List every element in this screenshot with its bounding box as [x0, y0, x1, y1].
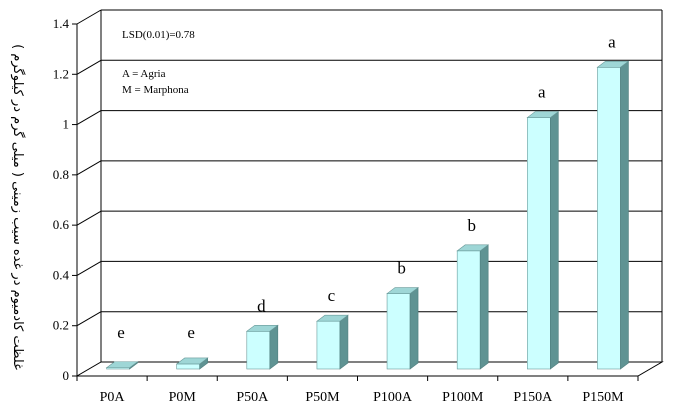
bar-front: [386, 293, 411, 370]
y-tick-label: 0.8: [53, 167, 69, 182]
grid-layer: [76, 9, 662, 327]
labels-layer: 0 0.2 0.4 0.6 0.8 1 1.2 1.4 e P0A e P0M d P50A c P50M b P…: [53, 16, 624, 405]
bars-layer: [105, 60, 630, 370]
y-axis-title: غلظت کادمیوم در غده سیب زمینی ( میلی گرم…: [10, 44, 26, 370]
gridline-side: [76, 260, 102, 276]
gridline-side: [76, 311, 102, 327]
bar-side: [550, 110, 559, 370]
bar-top: [105, 361, 139, 369]
bar-side: [339, 314, 349, 370]
bar-front: [246, 330, 271, 370]
legend-agria: A = Agria: [122, 68, 166, 80]
bar-front: [456, 250, 481, 370]
y-tick-label: 0: [63, 368, 70, 383]
significance-letter: e: [117, 323, 125, 342]
bar-front: [597, 66, 621, 370]
bar-top: [175, 357, 209, 365]
x-tick-label: P50A: [236, 390, 269, 405]
bar-side: [620, 60, 629, 370]
x-tick-label: P150M: [582, 390, 624, 405]
bar: [245, 324, 279, 370]
bar-side: [409, 286, 419, 370]
y-tick-label: 1.4: [53, 16, 70, 31]
chart-floor: [75, 361, 664, 377]
bar-side: [269, 324, 279, 370]
x-tick-label: P0A: [100, 390, 126, 405]
lsd-annotation: LSD(0.01)=0.78: [122, 29, 195, 41]
significance-letter: c: [328, 286, 336, 305]
significance-letter: a: [608, 32, 616, 51]
bar: [526, 110, 560, 370]
gridline-side: [76, 210, 102, 226]
axis-layer: [72, 10, 664, 381]
gridline-side: [76, 9, 102, 25]
bar: [386, 286, 419, 370]
x-tick-label: P100A: [373, 390, 413, 405]
y-tick-label: 1: [63, 117, 70, 132]
bar-top: [245, 324, 279, 332]
y-tick-label: 0.6: [53, 217, 70, 232]
x-tick-label: P0M: [169, 390, 197, 405]
significance-letter: b: [397, 259, 406, 278]
bar-top: [386, 287, 419, 294]
bar-top: [596, 60, 630, 68]
bar: [175, 357, 209, 370]
significance-letter: d: [257, 296, 266, 315]
bar: [316, 314, 349, 370]
significance-letter: b: [467, 216, 476, 235]
bar: [456, 244, 490, 370]
legend-marphona: M = Marphona: [122, 84, 189, 96]
gridline-side: [76, 59, 102, 75]
bar: [596, 60, 630, 370]
y-tick-label: 1.2: [53, 66, 69, 81]
bar-top: [316, 314, 349, 322]
x-tick-label: P50M: [305, 390, 340, 405]
x-tick-label: P100M: [442, 390, 484, 405]
significance-letter: e: [187, 323, 195, 342]
bar-front: [527, 117, 551, 370]
gridline-side: [76, 110, 102, 126]
bar-side: [479, 244, 489, 370]
y-tick-label: 0.4: [53, 267, 70, 282]
bar-top: [526, 111, 560, 118]
bar: [105, 361, 139, 370]
bar-front: [176, 363, 200, 370]
y-tick-label: 0.2: [53, 318, 69, 333]
bar-front: [316, 320, 341, 370]
significance-letter: a: [538, 83, 546, 102]
x-tick-label: P150A: [513, 390, 553, 405]
bar-top: [456, 244, 490, 252]
gridline-side: [76, 160, 102, 176]
